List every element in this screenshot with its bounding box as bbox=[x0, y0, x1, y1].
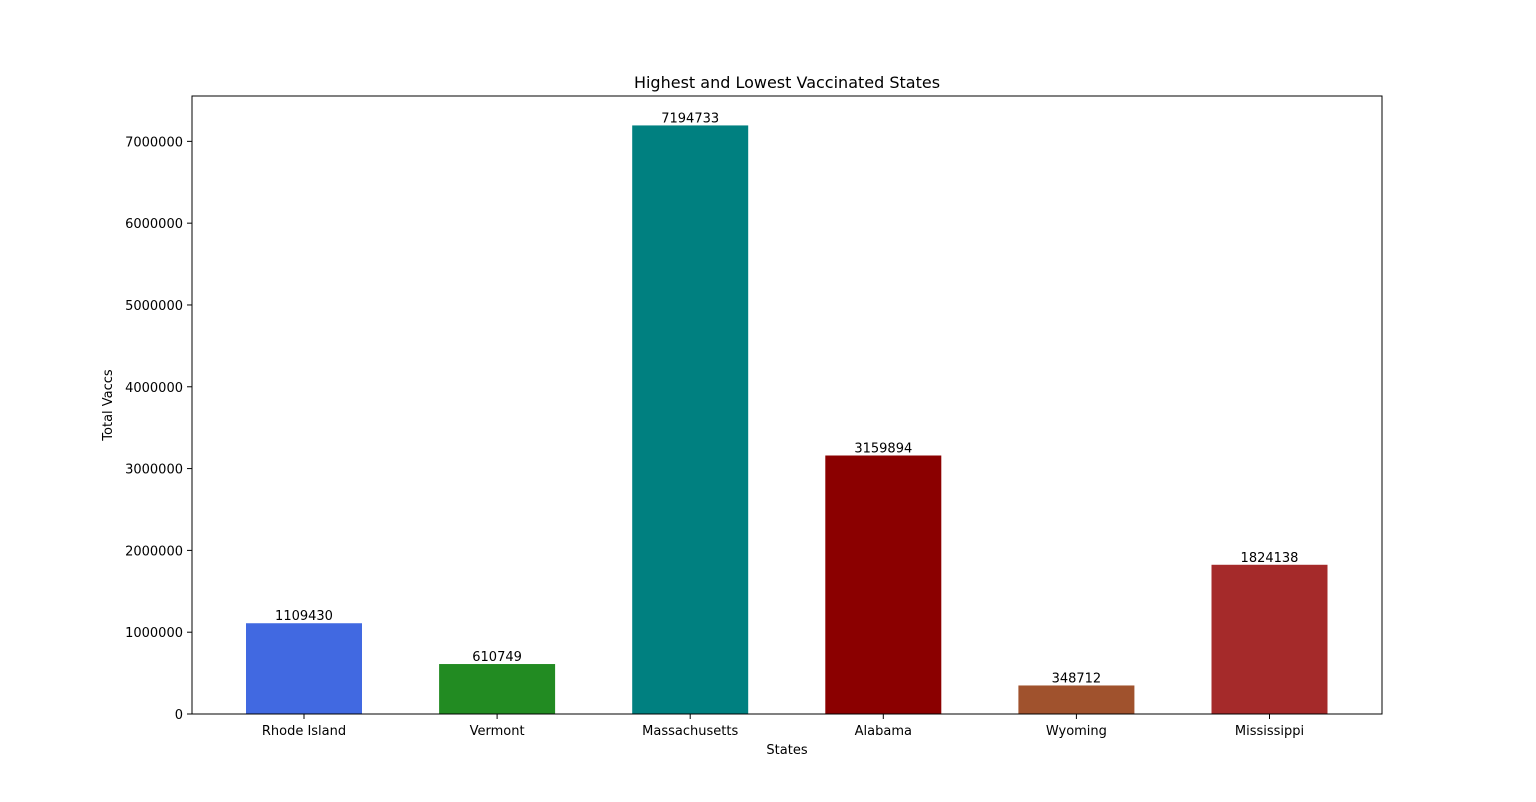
y-tick-label: 2000000 bbox=[125, 544, 183, 559]
bar-wyoming bbox=[1018, 685, 1135, 714]
y-axis: 0 1000000 2000000 3000000 4000000 5000000 6000… bbox=[125, 135, 192, 723]
x-axis: Rhode Island Vermont Massachusetts Alabama W… bbox=[262, 714, 1304, 739]
bars-group bbox=[246, 125, 1328, 715]
y-tick-label: 0 bbox=[175, 708, 183, 723]
x-tick-label: Vermont bbox=[470, 724, 525, 739]
x-tick-label: Massachusetts bbox=[642, 724, 738, 739]
y-tick-label: 4000000 bbox=[125, 381, 183, 396]
bar-value-label: 1824138 bbox=[1241, 551, 1299, 566]
bar-value-label: 348712 bbox=[1052, 671, 1102, 686]
x-tick-label: Mississippi bbox=[1235, 724, 1304, 739]
y-tick-label: 5000000 bbox=[125, 299, 183, 314]
y-tick-label: 3000000 bbox=[125, 463, 183, 478]
x-tick-label: Alabama bbox=[855, 724, 912, 739]
chart-title: Highest and Lowest Vaccinated States bbox=[634, 73, 940, 92]
bar-value-label: 610749 bbox=[472, 650, 522, 665]
x-tick-label: Rhode Island bbox=[262, 724, 346, 739]
bar-labels-group: 1109430 610749 7194733 3159894 348712 1824138 bbox=[275, 111, 1298, 686]
bar-value-label: 1109430 bbox=[275, 609, 333, 624]
y-axis-label: Total Vaccs bbox=[101, 369, 116, 442]
x-tick-label: Wyoming bbox=[1046, 724, 1107, 739]
y-tick-label: 1000000 bbox=[125, 626, 183, 641]
bar-value-label: 7194733 bbox=[661, 111, 719, 126]
bar-massachusetts bbox=[632, 125, 749, 715]
bar-rhode-island bbox=[246, 623, 362, 714]
bar-mississippi bbox=[1211, 564, 1328, 714]
y-tick-label: 7000000 bbox=[125, 135, 183, 150]
x-axis-label: States bbox=[766, 743, 807, 758]
y-tick-label: 6000000 bbox=[125, 217, 183, 232]
plot-frame bbox=[191, 95, 1383, 715]
bar-value-label: 3159894 bbox=[854, 442, 912, 457]
bar-alabama bbox=[825, 455, 942, 714]
bar-vermont bbox=[439, 664, 556, 714]
